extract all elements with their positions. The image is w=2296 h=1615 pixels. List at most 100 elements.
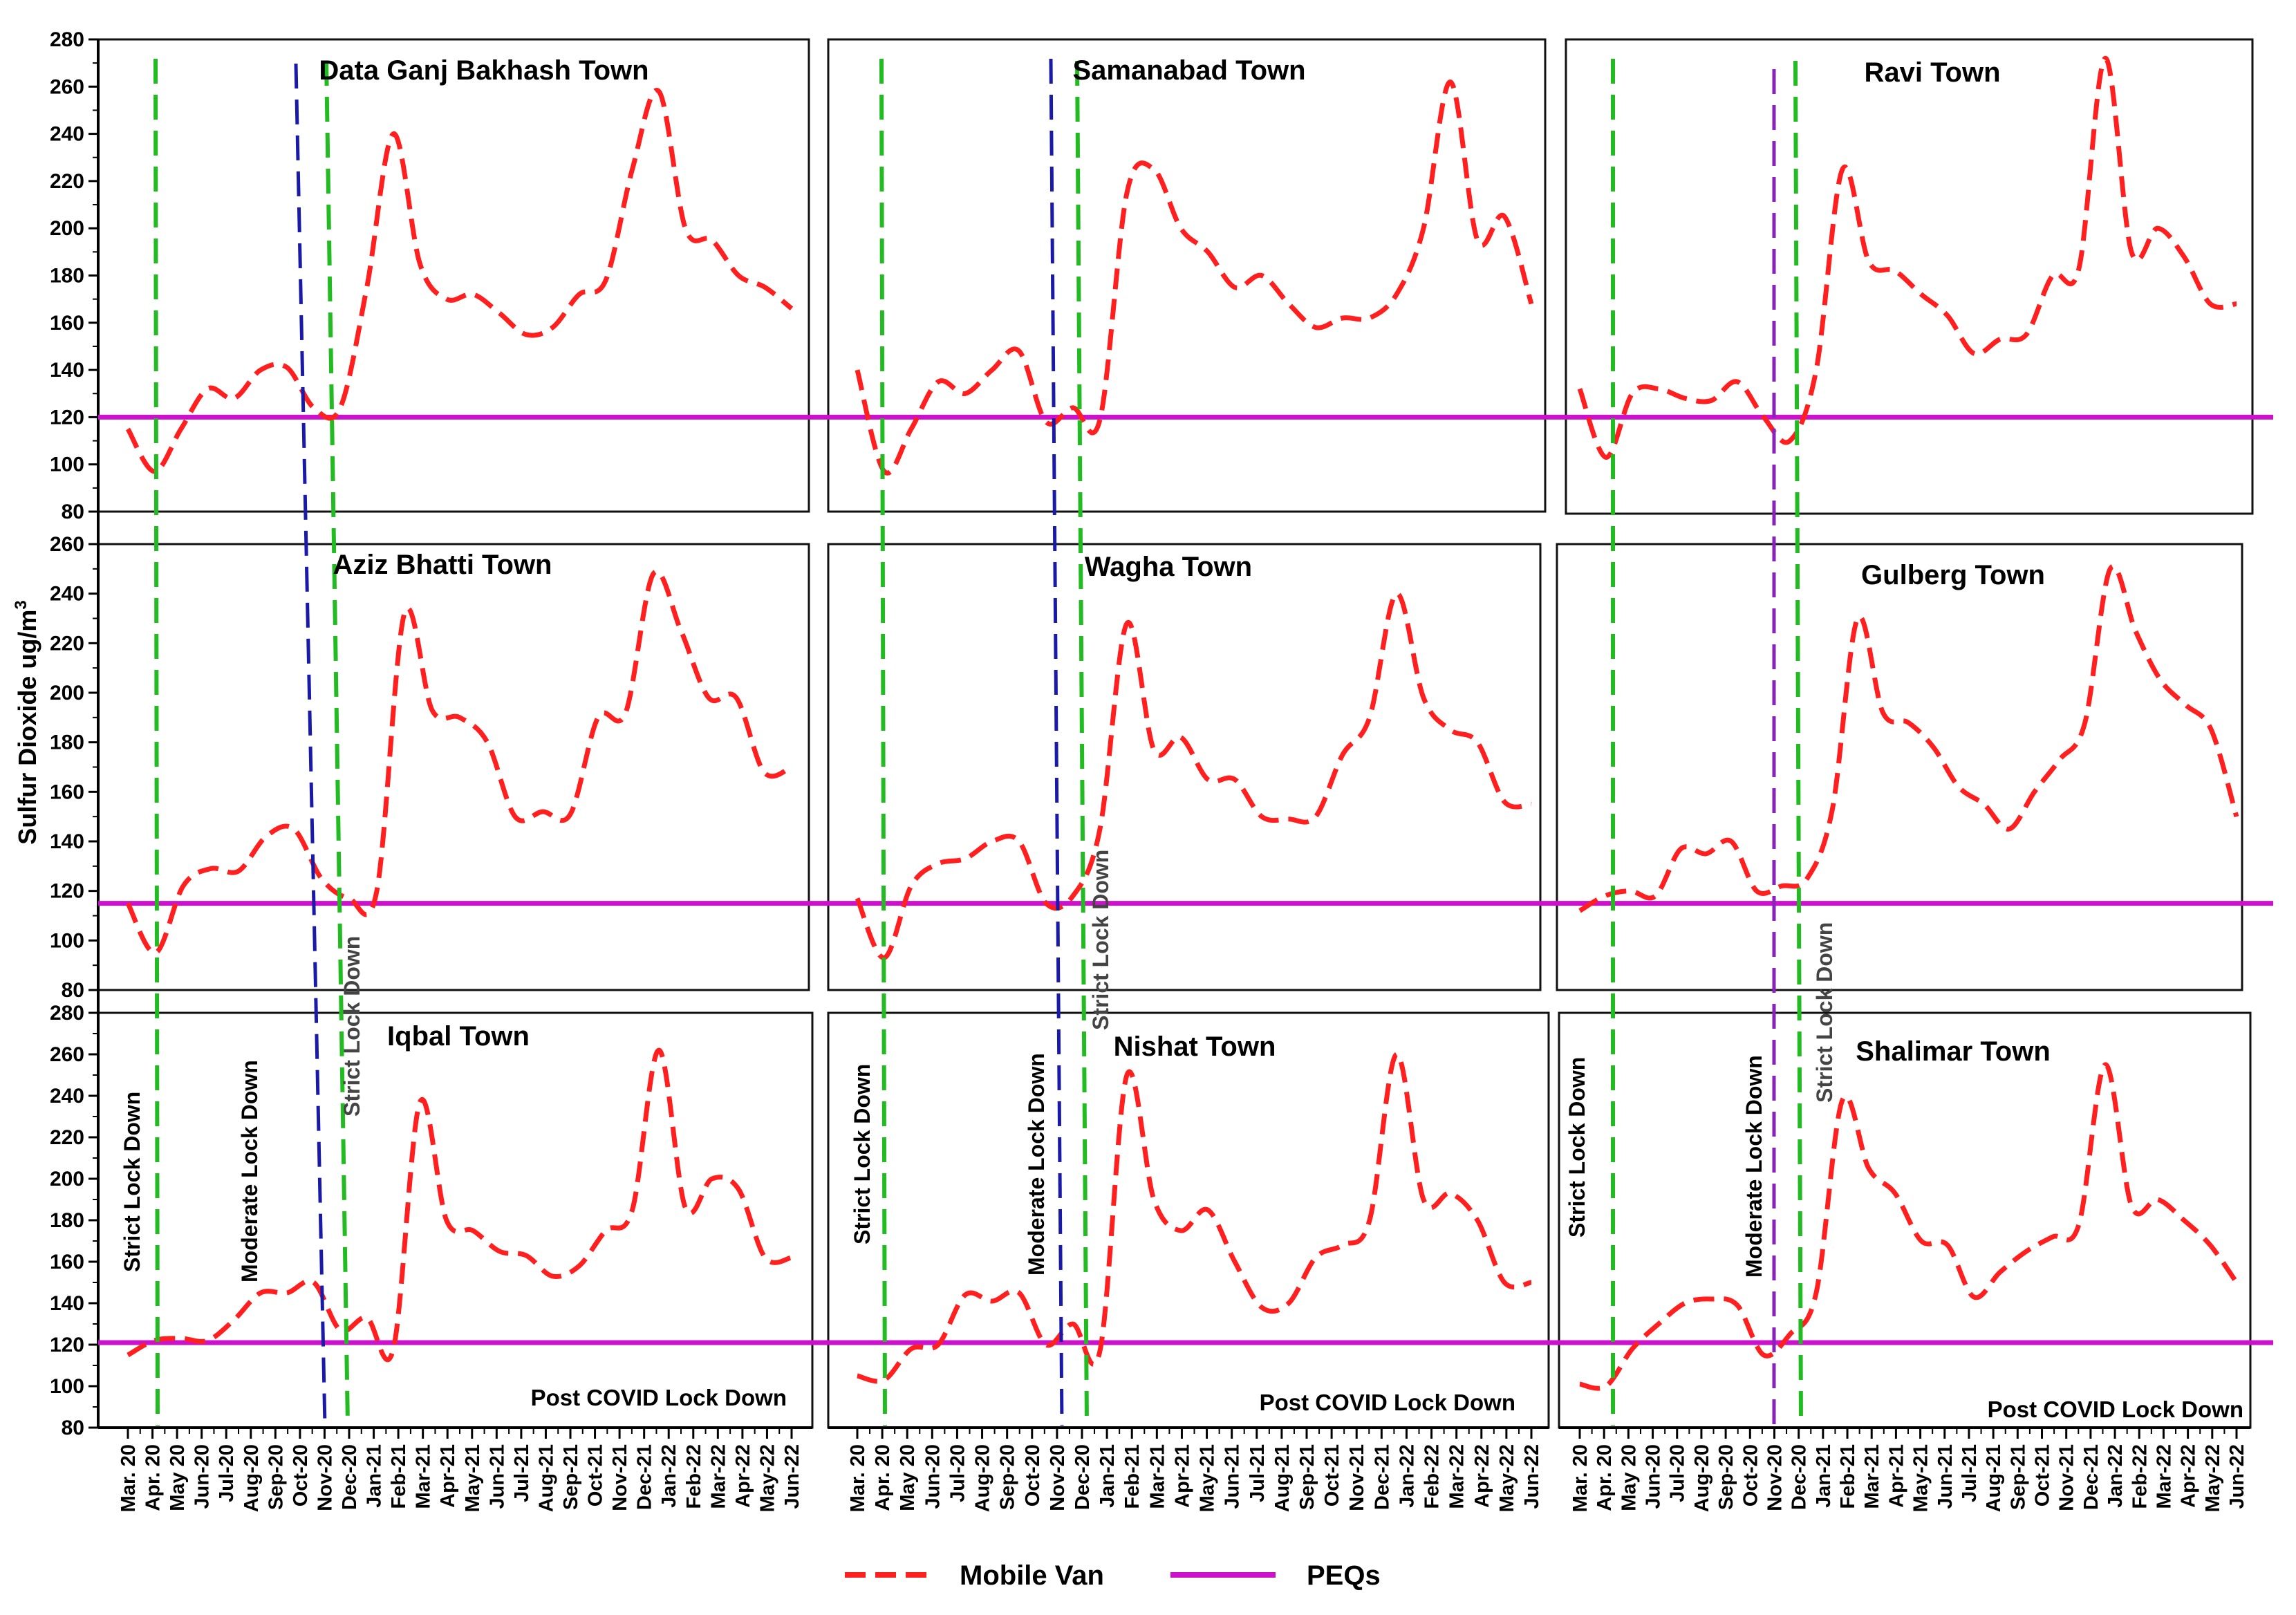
y-tick-label: 260 [50, 1043, 84, 1066]
x-tick-label: Aug-20 [1691, 1444, 1713, 1512]
panel-title: Aziz Bhatti Town [333, 550, 552, 580]
legend-peqs-label: PEQs [1307, 1560, 1381, 1591]
moderate-label: Moderate Lock Down [1742, 1055, 1766, 1278]
strict-lockdown-line-2 [1075, 60, 1089, 1426]
panel-title: Data Ganj Bakhash Town [319, 55, 648, 86]
strict-lockdown-line [153, 58, 160, 1426]
y-tick-label: 160 [50, 1251, 84, 1273]
y-tick-label: 120 [50, 1334, 84, 1356]
y-axis-title-superscript: 3 [12, 600, 30, 609]
x-tick-label: Oct-21 [585, 1444, 607, 1506]
y-tick-label: 140 [50, 830, 84, 853]
y-tick-label: 200 [50, 682, 84, 704]
strict-lockdown-line [879, 58, 887, 1426]
x-tick-label: Feb-21 [1837, 1444, 1859, 1509]
moderate-lockdown-line [294, 63, 327, 1426]
post-covid-label: Post COVID Lock Down [1260, 1390, 1515, 1415]
strict-lockdown-line-2 [1793, 60, 1803, 1426]
x-tick-label: Dec-20 [339, 1444, 361, 1510]
y-tick-label: 120 [50, 880, 84, 903]
panel-frame [827, 1011, 1550, 1429]
y-tick-label: 280 [50, 1002, 84, 1025]
panel-frame [1558, 1011, 2252, 1429]
y-tick-label: 140 [50, 359, 84, 382]
x-tick-label: Jan-22 [2104, 1444, 2127, 1508]
x-tick-label: Jul-21 [511, 1444, 533, 1502]
y-tick-label: 260 [50, 533, 84, 556]
y-tick-label: 100 [50, 454, 84, 476]
series-lines [98, 55, 2273, 1391]
panel-frame [1556, 543, 2243, 991]
x-tick-label: Nov-20 [1047, 1444, 1069, 1511]
y-tick-label: 160 [50, 312, 84, 335]
x-tick-label: Jan-21 [1096, 1444, 1119, 1508]
panel-frame [97, 543, 810, 991]
x-tick-label: Dec-21 [634, 1444, 656, 1510]
x-tick-label: Dec-21 [1371, 1444, 1393, 1510]
x-tick-label: Apr-22 [1471, 1444, 1493, 1508]
y-tick-label: 120 [50, 406, 84, 429]
x-tick-label: Jun-20 [192, 1444, 214, 1509]
x-tick-label: Mar-22 [2153, 1444, 2175, 1509]
x-tick-label: Jul-20 [946, 1444, 969, 1502]
y-tick-label: 180 [50, 1209, 84, 1232]
x-tick-label: Oct-20 [290, 1444, 312, 1506]
y-tick-label: 180 [50, 265, 84, 288]
strict-label: Strict Lock Down [1565, 1057, 1589, 1238]
x-tick-label: Aug-21 [1983, 1444, 2005, 1512]
mobile-van-line [857, 1052, 1532, 1384]
y-tick-label: 100 [50, 1375, 84, 1398]
mobile-van-line [125, 87, 794, 474]
x-tick-label: Oct-20 [1022, 1444, 1044, 1506]
panel-frame [827, 543, 1542, 991]
y-tick-label: 220 [50, 170, 84, 193]
x-tick-label: Aug-21 [535, 1444, 557, 1512]
panel-title: Ravi Town [1864, 57, 2000, 88]
x-tick-label: Mar-21 [1146, 1444, 1168, 1509]
y-tick-label: 100 [50, 929, 84, 952]
strict-label: Strict Lock Down [850, 1064, 875, 1244]
mobile-van-line [127, 1047, 792, 1363]
panel-title: Samanabad Town [1072, 55, 1305, 86]
mobile-van-line [125, 569, 793, 955]
x-tick-label: Apr. 20 [872, 1444, 894, 1511]
post-covid-label: Post COVID Lock Down [1988, 1397, 2243, 1422]
moderate-label: Moderate Lock Down [1024, 1053, 1049, 1276]
mobile-van-line [855, 591, 1532, 960]
panel-frame [97, 1011, 814, 1429]
moderate-label: Moderate Lock Down [237, 1060, 262, 1282]
x-tick-label: Nov-20 [314, 1444, 336, 1511]
x-tick-label: Oct-20 [1739, 1444, 1762, 1506]
x-tick-label: Nov-21 [609, 1444, 631, 1511]
x-tick-label: Sep-20 [265, 1444, 287, 1510]
x-tick-label: May-22 [2202, 1444, 2224, 1512]
x-tick-label: Aug-21 [1271, 1444, 1294, 1512]
x-tick-label: Apr-21 [1171, 1444, 1193, 1508]
y-tick-label: 240 [50, 123, 84, 146]
x-tick-label: Dec-20 [1789, 1444, 1811, 1510]
x-tick-label: Apr. 20 [1594, 1444, 1616, 1511]
x-tick-label: Feb-22 [683, 1444, 705, 1509]
x-tick-label: Sep-21 [1296, 1444, 1318, 1510]
x-tick-label: Mar-22 [1446, 1444, 1468, 1509]
x-tick-label: Sep-20 [1715, 1444, 1737, 1510]
x-tick-label: May-21 [1197, 1444, 1219, 1512]
x-tick-label: Jul-20 [216, 1444, 238, 1502]
legend: Mobile Van PEQs [845, 1560, 1381, 1591]
x-tick-label: May-21 [462, 1444, 484, 1512]
x-tick-label: Feb-21 [388, 1444, 410, 1509]
y-tick-label: 200 [50, 217, 84, 240]
y-tick-label: 160 [50, 781, 84, 803]
mobile-van-line [1579, 1062, 2239, 1391]
x-tick-label: May 20 [897, 1444, 919, 1511]
x-tick-label: May-22 [756, 1444, 778, 1512]
y-tick-label: 220 [50, 1126, 84, 1149]
x-tick-label: Mar-21 [413, 1444, 435, 1509]
y-tick-label: 240 [50, 1085, 84, 1108]
mobile-van-line [1578, 563, 2239, 913]
panel-title: Gulberg Town [1861, 560, 2045, 590]
strict-lockdown-line-2 [324, 60, 350, 1426]
x-tick-label: Nov-21 [2056, 1444, 2078, 1511]
panel-title: Iqbal Town [387, 1021, 530, 1052]
x-tick-label: Sep-21 [560, 1444, 582, 1510]
